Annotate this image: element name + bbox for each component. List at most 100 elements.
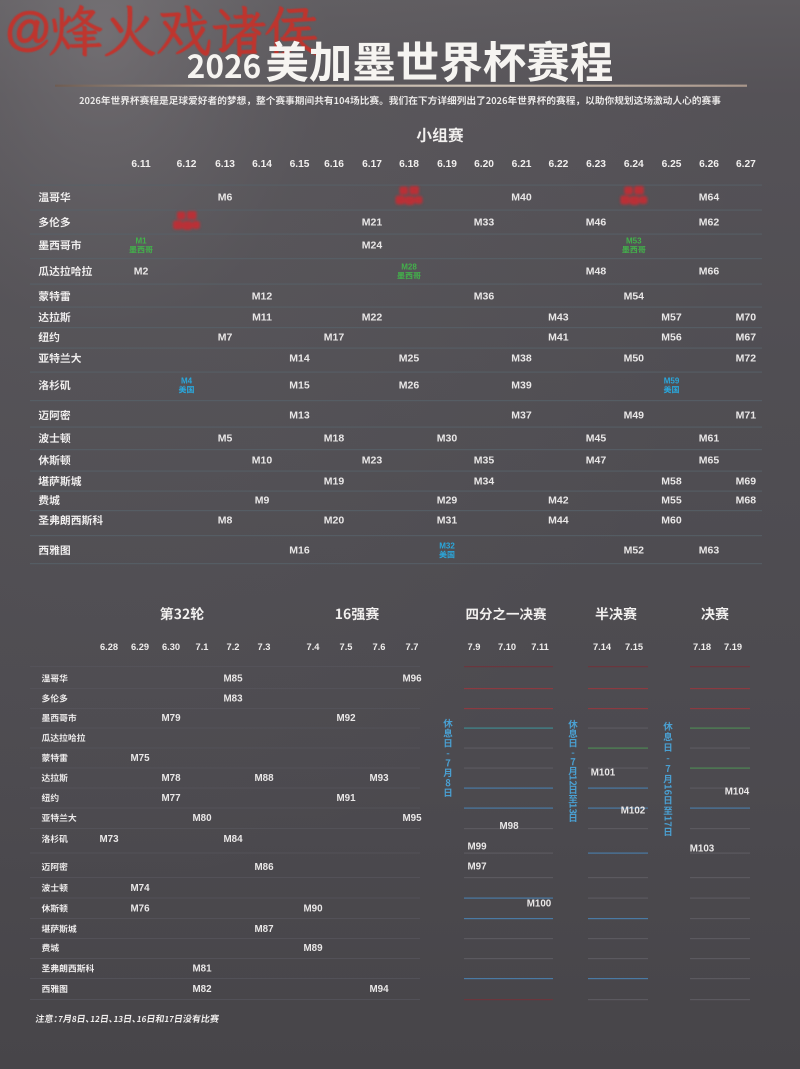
svg-text:7.5: 7.5: [340, 642, 353, 652]
svg-text:M1: M1: [135, 237, 147, 246]
svg-text:M99: M99: [467, 841, 487, 852]
svg-text:M37: M37: [511, 410, 532, 422]
svg-text:6.19: 6.19: [437, 159, 457, 170]
svg-text:M12: M12: [252, 291, 273, 303]
svg-text:M34: M34: [474, 476, 495, 488]
svg-text:7.10: 7.10: [498, 642, 516, 652]
svg-text:M91: M91: [336, 793, 356, 804]
svg-text:6.14: 6.14: [252, 159, 272, 170]
svg-text:6.20: 6.20: [474, 159, 494, 170]
svg-text:M60: M60: [661, 515, 682, 527]
svg-text:M64: M64: [699, 192, 720, 204]
svg-text:M30: M30: [437, 433, 458, 445]
svg-text:M58: M58: [661, 476, 682, 488]
svg-text:7.9: 7.9: [468, 642, 481, 652]
svg-text:M53: M53: [626, 237, 642, 246]
svg-text:M40: M40: [511, 192, 532, 204]
svg-text:M5: M5: [218, 433, 233, 445]
svg-text:M38: M38: [511, 353, 532, 365]
svg-text:M44: M44: [548, 515, 569, 527]
svg-text:M54: M54: [624, 291, 645, 303]
svg-text:M98: M98: [499, 821, 519, 832]
svg-text:M6: M6: [218, 192, 233, 204]
svg-text:M59: M59: [664, 377, 680, 386]
svg-text:M32: M32: [439, 542, 455, 551]
svg-text:6.16: 6.16: [324, 159, 344, 170]
svg-text:M24: M24: [362, 240, 383, 252]
svg-text:7.11: 7.11: [531, 642, 549, 652]
svg-text:M57: M57: [661, 312, 682, 324]
svg-text:M102: M102: [621, 805, 646, 816]
svg-text:M104: M104: [725, 786, 750, 797]
svg-text:M76: M76: [130, 903, 150, 914]
svg-text:M101: M101: [591, 767, 616, 778]
svg-text:7.3: 7.3: [258, 642, 271, 652]
svg-text:M11: M11: [252, 312, 272, 324]
svg-text:M89: M89: [303, 943, 323, 954]
svg-text:7.14: 7.14: [593, 642, 612, 652]
svg-text:M69: M69: [736, 476, 757, 488]
svg-text:M10: M10: [252, 455, 273, 467]
svg-text:M45: M45: [586, 433, 607, 445]
svg-text:M67: M67: [736, 332, 757, 344]
svg-text:M47: M47: [586, 455, 607, 467]
svg-text:M41: M41: [548, 332, 569, 344]
svg-text:6.22: 6.22: [548, 159, 568, 170]
svg-text:6.27: 6.27: [736, 159, 756, 170]
svg-text:7.15: 7.15: [625, 642, 643, 652]
svg-text:M65: M65: [699, 455, 720, 467]
svg-text:M70: M70: [736, 312, 757, 324]
svg-text:M56: M56: [661, 332, 682, 344]
svg-text:6.13: 6.13: [215, 159, 235, 170]
svg-text:7.19: 7.19: [724, 642, 742, 652]
svg-text:M2: M2: [134, 266, 149, 278]
svg-text:M88: M88: [254, 773, 274, 784]
svg-text:6.17: 6.17: [362, 159, 382, 170]
svg-text:6.12: 6.12: [177, 159, 197, 170]
svg-text:7.1: 7.1: [196, 642, 209, 652]
svg-text:M22: M22: [362, 312, 383, 324]
svg-text:M25: M25: [399, 353, 420, 365]
svg-text:M23: M23: [362, 455, 383, 467]
svg-text:M31: M31: [437, 515, 458, 527]
svg-text:M52: M52: [624, 545, 645, 557]
svg-text:M71: M71: [736, 410, 757, 422]
svg-text:M90: M90: [303, 903, 323, 914]
svg-text:M82: M82: [192, 984, 212, 995]
svg-text:M66: M66: [699, 266, 720, 278]
svg-text:M29: M29: [437, 495, 458, 507]
svg-text:M49: M49: [624, 410, 645, 422]
svg-text:M14: M14: [289, 353, 310, 365]
svg-text:M26: M26: [399, 380, 420, 392]
svg-text:M46: M46: [586, 217, 607, 229]
svg-text:M103: M103: [690, 843, 715, 854]
svg-text:6.29: 6.29: [131, 642, 149, 652]
svg-text:7.6: 7.6: [373, 642, 386, 652]
svg-text:M73: M73: [99, 834, 119, 845]
svg-text:6.23: 6.23: [586, 159, 606, 170]
svg-text:6.11: 6.11: [131, 159, 151, 170]
svg-text:7.2: 7.2: [227, 642, 240, 652]
svg-text:M93: M93: [369, 773, 389, 784]
svg-text:M72: M72: [736, 353, 757, 365]
svg-text:7.18: 7.18: [693, 642, 711, 652]
svg-text:M95: M95: [402, 813, 422, 824]
svg-text:M20: M20: [324, 515, 345, 527]
svg-text:M77: M77: [161, 793, 181, 804]
svg-text:M13: M13: [289, 410, 310, 422]
svg-text:M17: M17: [324, 332, 345, 344]
svg-text:M15: M15: [289, 380, 310, 392]
svg-text:M7: M7: [218, 332, 233, 344]
svg-text:M43: M43: [548, 312, 569, 324]
svg-text:M74: M74: [130, 883, 150, 894]
svg-text:M87: M87: [254, 924, 274, 935]
svg-text:M92: M92: [336, 713, 356, 724]
svg-text:6.26: 6.26: [699, 159, 719, 170]
svg-text:M8: M8: [218, 515, 233, 527]
svg-text:M28: M28: [401, 263, 417, 272]
svg-text:M19: M19: [324, 476, 345, 488]
svg-text:M48: M48: [586, 266, 607, 278]
svg-text:M50: M50: [624, 353, 645, 365]
svg-text:M18: M18: [324, 433, 345, 445]
svg-text:M4: M4: [181, 377, 193, 386]
